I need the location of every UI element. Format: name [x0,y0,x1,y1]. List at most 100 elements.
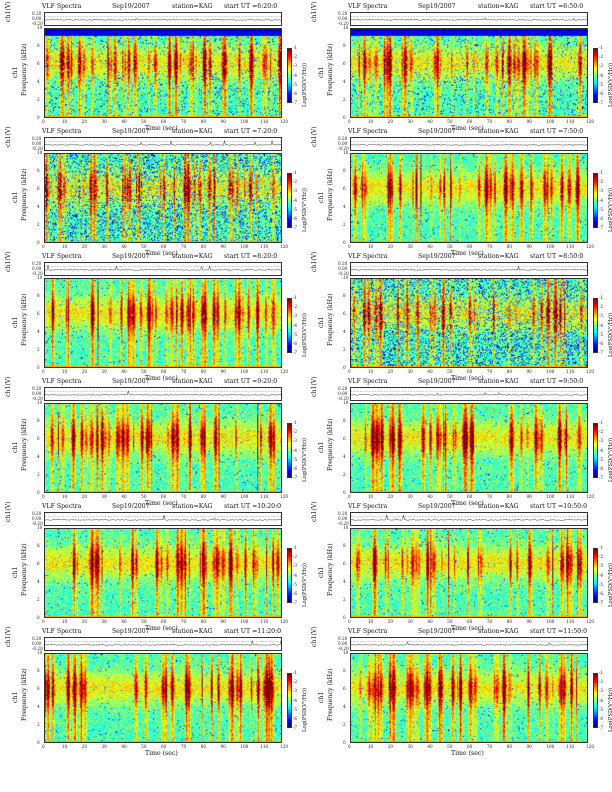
time-tick-label: 90 [526,494,532,499]
frequency-tick-label: 6 [37,436,40,441]
spectrogram-image [45,154,281,242]
panel-start-time: start UT =10:50:0 [530,503,588,510]
time-tick-label: 30 [101,494,107,499]
frequency-tick-label: 6 [37,686,40,691]
colorbar-tick-label: -5 [293,81,298,87]
time-axis-label: Time (sec) [451,250,484,257]
colorbar-tick-label: -4 [599,447,604,453]
time-tick-label: 20 [387,619,393,624]
panel-title: VLF Spectra [348,128,388,135]
panel-start-time: start UT =11:50:0 [530,628,588,635]
ch1-tick-label: -0.20 [32,521,43,526]
colorbar-tick-label: -3 [293,563,298,569]
frequency-tick-label: 4 [37,329,40,334]
panel-station: station=KAG [478,253,519,260]
colorbar-tick-label: -5 [599,206,604,212]
ch1-trace [351,16,587,21]
time-tick-label: 120 [586,369,594,374]
time-tick-label: 20 [81,619,87,624]
panel-station: station=KAG [172,3,213,10]
panel-title: VLF Spectra [348,628,388,635]
panel-station: station=KAG [172,628,213,635]
colorbar-tick-label: -2 [293,304,298,310]
time-tick-label: 70 [486,619,493,624]
panel-date: Sep19/2007 [418,628,456,635]
colorbar-tick-label: -6 [599,715,604,721]
colorbar-tick-label: -6 [599,340,604,346]
colorbar [287,673,292,728]
colorbar-tick-label: -6 [293,590,298,596]
frequency-tick-label: 4 [343,704,346,709]
frequency-tick-label: 0 [343,115,346,120]
time-tick-label: 110 [566,369,575,374]
time-tick-label: 50 [141,369,147,374]
time-tick-label: 20 [387,244,393,249]
panel-date: Sep19/2007 [112,3,150,10]
panel-start-time: start UT =9:20:0 [224,378,278,385]
time-tick-label: 100 [546,494,555,499]
colorbar-tick-label: -5 [293,456,298,462]
ch1-tick-label: 0.00 [32,141,42,146]
frequency-tick-label: 8 [343,543,346,548]
time-tick-label: 50 [141,244,147,249]
ch1-tick-label: 0.00 [338,16,348,21]
spectra-panel: VLF Spectra Sep19/2007 station=KAG start UT… [306,501,612,639]
colorbar-tick-label: -7 [293,100,298,105]
time-tick-label: 50 [141,119,147,124]
time-tick-label: 80 [200,244,206,249]
time-tick-label: 0 [348,619,351,624]
colorbar-tick-label: -4 [599,72,604,78]
ch1-axis-label: ch1(V) [311,626,318,647]
colorbar-tick-label: -2 [293,429,298,435]
frequency-tick-label: 0 [37,365,40,370]
panel-station: station=KAG [172,503,213,510]
ch1-tick-label: -0.20 [338,21,349,26]
time-tick-label: 60 [161,244,167,249]
frequency-tick-label: 4 [343,329,346,334]
spectra-panel: VLF Spectra Sep19/2007 station=KAG start UT… [306,376,612,514]
spectra-panel: VLF Spectra Sep19/2007 station=KAG start UT… [306,126,612,264]
ch1-axis-label: ch1(V) [5,501,12,522]
time-tick-label: 40 [121,619,127,624]
frequency-tick-label: 4 [343,79,346,84]
colorbar-tick-label: -5 [293,706,298,712]
frequency-tick-label: 8 [343,293,346,298]
colorbar-tick-label: -1 [293,295,298,300]
panel-start-time: start UT =6:20:0 [224,3,278,10]
ch1-axis-label: ch1(V) [311,1,318,22]
colorbar-tick-label: -3 [293,688,298,694]
time-axis-label: Time (sec) [451,375,484,382]
time-tick-label: 100 [546,744,555,749]
channel-label: ch1 [318,441,325,453]
frequency-tick-label: 0 [343,365,346,370]
frequency-tick-label: 10 [37,25,43,30]
spectrogram-image [351,279,587,367]
ch1-tick-label: 0.00 [32,391,42,396]
frequency-tick-label: 4 [37,704,40,709]
colorbar-tick-label: -5 [599,456,604,462]
time-tick-label: 20 [81,244,87,249]
frequency-tick-label: 10 [343,525,349,530]
ch1-tick-label: -0.20 [32,396,43,401]
colorbar-tick-label: -3 [293,313,298,319]
ch1-trace [351,266,587,271]
frequency-tick-label: 0 [343,490,346,495]
time-tick-label: 120 [586,619,594,624]
frequency-axis-label: Frequency (kHz) [327,418,334,471]
time-tick-label: 100 [240,494,249,499]
time-tick-label: 30 [407,494,413,499]
ch1-tick-label: -0.20 [338,646,349,651]
frequency-tick-label: 8 [37,43,40,48]
time-tick-label: 120 [280,744,288,749]
colorbar-tick-label: -1 [293,170,298,175]
time-tick-label: 110 [566,119,575,124]
time-tick-label: 90 [526,744,532,749]
ch1-tick-label: 0.20 [338,386,348,391]
time-tick-label: 110 [566,244,575,249]
frequency-axis-label: Frequency (kHz) [21,293,28,346]
ch1-tick-label: 0.20 [32,636,42,641]
spectrogram [44,153,282,243]
colorbar-tick-label: -7 [293,600,298,605]
time-tick-label: 110 [260,619,269,624]
frequency-tick-label: 2 [343,222,346,227]
